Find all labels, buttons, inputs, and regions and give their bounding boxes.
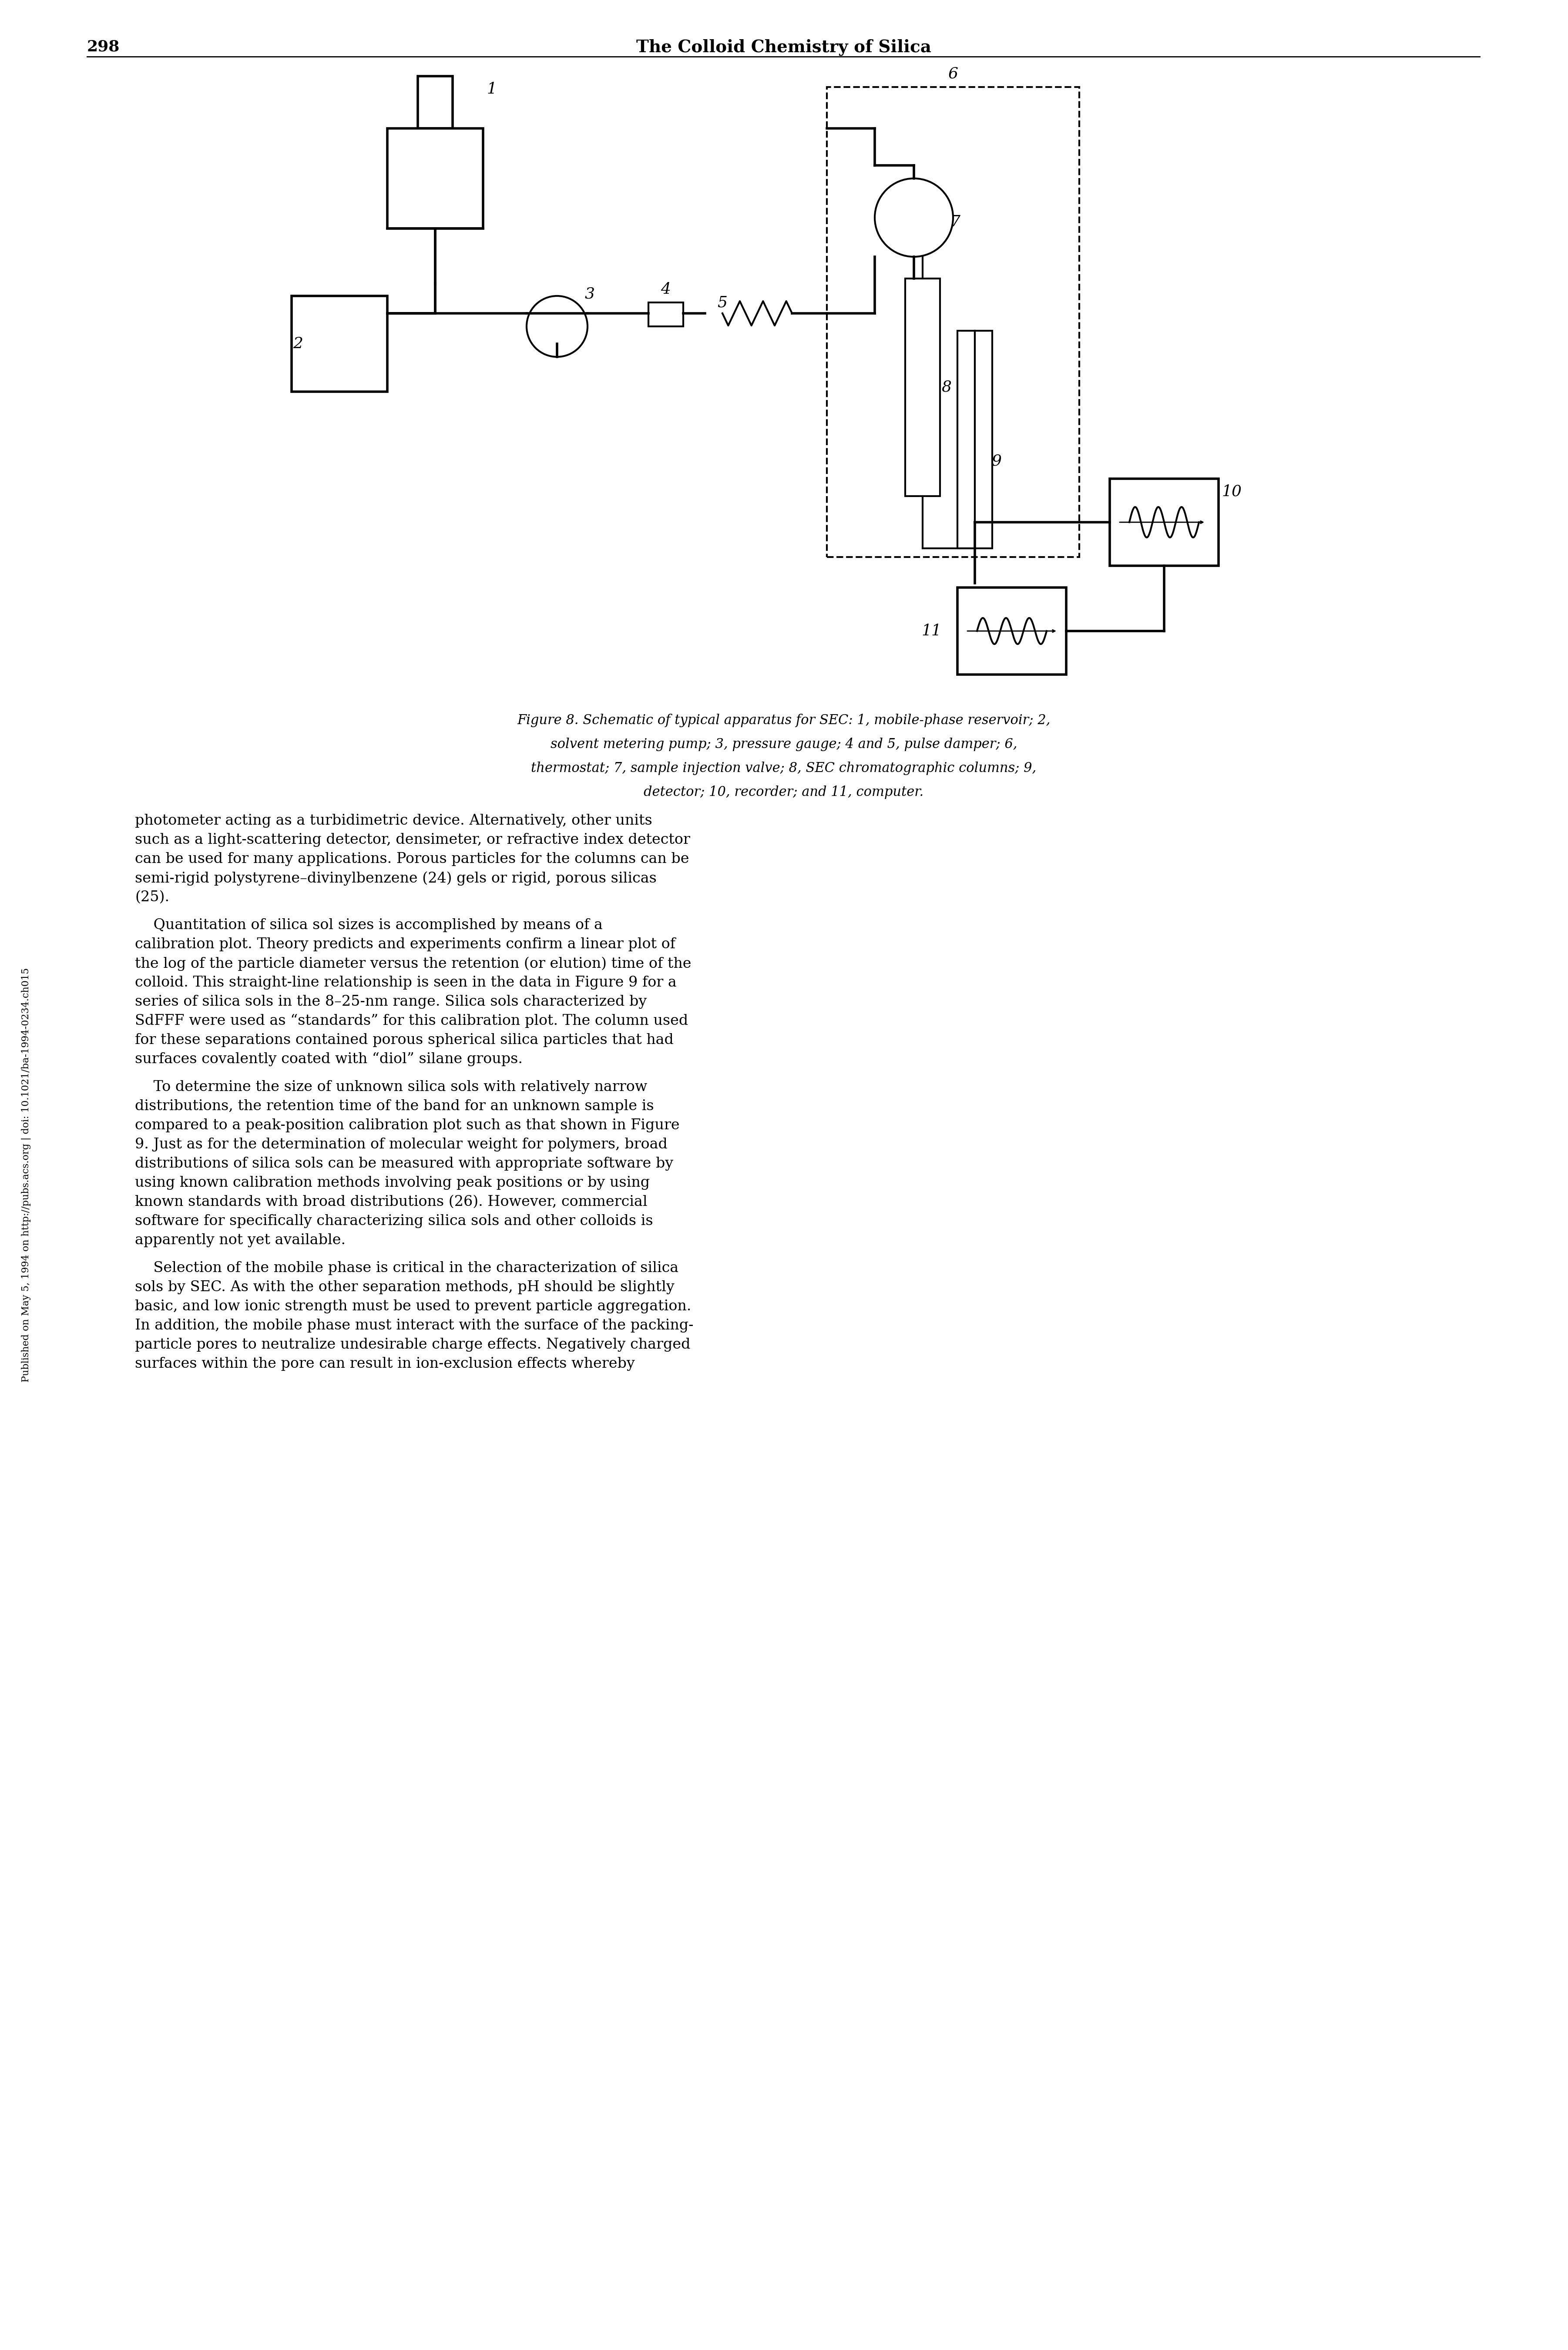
Text: sols by SEC. As with the other separation methods, pH should be slightly: sols by SEC. As with the other separatio…	[135, 1281, 674, 1295]
Text: 298: 298	[88, 40, 119, 54]
Text: Selection of the mobile phase is critical in the characterization of silica: Selection of the mobile phase is critica…	[135, 1262, 679, 1276]
Text: 10: 10	[1221, 484, 1242, 498]
Text: The Colloid Chemistry of Silica: The Colloid Chemistry of Silica	[637, 40, 931, 56]
Text: apparently not yet available.: apparently not yet available.	[135, 1234, 345, 1248]
Text: calibration plot. Theory predicts and experiments confirm a linear plot of: calibration plot. Theory predicts and ex…	[135, 938, 676, 952]
Text: surfaces within the pore can result in ion-exclusion effects whereby: surfaces within the pore can result in i…	[135, 1356, 635, 1370]
Text: solvent metering pump; 3, pressure gauge; 4 and 5, pulse damper; 6,: solvent metering pump; 3, pressure gauge…	[550, 738, 1018, 752]
Text: 1: 1	[486, 82, 497, 96]
Text: 4: 4	[660, 282, 671, 296]
Text: colloid. This straight-line relationship is seen in the data in Figure 9 for a: colloid. This straight-line relationship…	[135, 975, 677, 989]
Text: such as a light-scattering detector, densimeter, or refractive index detector: such as a light-scattering detector, den…	[135, 832, 690, 846]
Bar	[292, 296, 387, 392]
Text: 2: 2	[293, 336, 303, 350]
Bar	[1110, 479, 1218, 566]
Text: In addition, the mobile phase must interact with the surface of the packing-: In addition, the mobile phase must inter…	[135, 1318, 693, 1332]
Bar	[958, 331, 993, 548]
Text: 7: 7	[950, 214, 960, 230]
Bar	[826, 87, 1079, 557]
Text: the log of the particle diameter versus the retention (or elution) time of the: the log of the particle diameter versus …	[135, 956, 691, 971]
Text: compared to a peak-position calibration plot such as that shown in Figure: compared to a peak-position calibration …	[135, 1119, 679, 1133]
Text: using known calibration methods involving peak positions or by using: using known calibration methods involvin…	[135, 1175, 649, 1189]
Text: distributions, the retention time of the band for an unknown sample is: distributions, the retention time of the…	[135, 1100, 654, 1114]
Text: Figure 8. Schematic of typical apparatus for SEC: 1, mobile-phase reservoir; 2,: Figure 8. Schematic of typical apparatus…	[517, 714, 1051, 726]
Text: known standards with broad distributions (26). However, commercial: known standards with broad distributions…	[135, 1196, 648, 1208]
Text: photometer acting as a turbidimetric device. Alternatively, other units: photometer acting as a turbidimetric dev…	[135, 813, 652, 827]
Text: particle pores to neutralize undesirable charge effects. Negatively charged: particle pores to neutralize undesirable…	[135, 1337, 690, 1351]
Text: Quantitation of silica sol sizes is accomplished by means of a: Quantitation of silica sol sizes is acco…	[135, 919, 602, 933]
Text: SdFFF were used as “standards” for this calibration plot. The column used: SdFFF were used as “standards” for this …	[135, 1013, 688, 1027]
Text: series of silica sols in the 8–25-nm range. Silica sols characterized by: series of silica sols in the 8–25-nm ran…	[135, 994, 648, 1008]
Text: Published on May 5, 1994 on http://pubs.acs.org | doi: 10.1021/ba-1994-0234.ch01: Published on May 5, 1994 on http://pubs.…	[22, 968, 31, 1382]
Text: 3: 3	[585, 287, 594, 301]
Text: To determine the size of unknown silica sols with relatively narrow: To determine the size of unknown silica …	[135, 1081, 648, 1095]
Text: 8: 8	[941, 381, 952, 395]
Text: 11: 11	[922, 623, 941, 639]
Text: 6: 6	[949, 66, 958, 82]
Text: distributions of silica sols can be measured with appropriate software by: distributions of silica sols can be meas…	[135, 1156, 673, 1170]
Bar	[958, 588, 1066, 674]
Bar	[387, 129, 483, 228]
Text: basic, and low ionic strength must be used to prevent particle aggregation.: basic, and low ionic strength must be us…	[135, 1300, 691, 1314]
Text: (25).: (25).	[135, 891, 169, 905]
Text: detector; 10, recorder; and 11, computer.: detector; 10, recorder; and 11, computer…	[644, 785, 924, 799]
Bar	[649, 303, 684, 327]
Text: 5: 5	[718, 296, 728, 310]
Text: 9: 9	[991, 454, 1002, 468]
Text: software for specifically characterizing silica sols and other colloids is: software for specifically characterizing…	[135, 1215, 652, 1229]
Text: semi-rigid polystyrene–divinylbenzene (24) gels or rigid, porous silicas: semi-rigid polystyrene–divinylbenzene (2…	[135, 872, 657, 886]
Text: surfaces covalently coated with “diol” silane groups.: surfaces covalently coated with “diol” s…	[135, 1053, 522, 1067]
Bar	[417, 75, 453, 129]
Bar	[905, 280, 941, 496]
Text: for these separations contained porous spherical silica particles that had: for these separations contained porous s…	[135, 1034, 674, 1048]
Text: can be used for many applications. Porous particles for the columns can be: can be used for many applications. Porou…	[135, 853, 688, 867]
Text: 9. Just as for the determination of molecular weight for polymers, broad: 9. Just as for the determination of mole…	[135, 1137, 668, 1152]
Text: thermostat; 7, sample injection valve; 8, SEC chromatographic columns; 9,: thermostat; 7, sample injection valve; 8…	[532, 761, 1036, 776]
